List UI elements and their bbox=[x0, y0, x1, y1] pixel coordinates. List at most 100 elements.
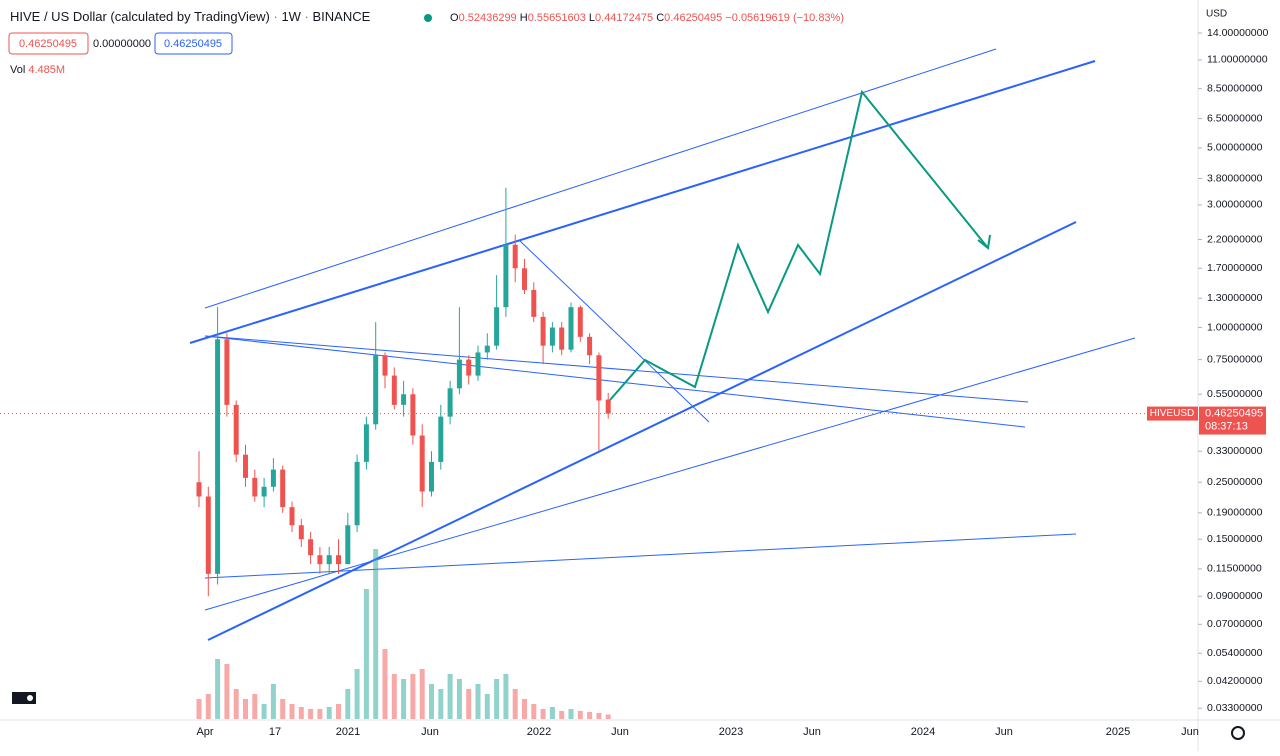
price-tick-label: 0.05400000 bbox=[1207, 647, 1263, 659]
volume-bar bbox=[466, 689, 472, 719]
volume-bar bbox=[605, 714, 611, 719]
candle-body bbox=[196, 482, 202, 497]
time-label: Apr bbox=[196, 726, 213, 738]
ohlc: O0.52436299 H0.55651603 L0.44172475 C0.4… bbox=[450, 12, 844, 24]
volume-bar bbox=[596, 713, 602, 719]
ohlc-key: C bbox=[656, 12, 664, 24]
candle-body bbox=[252, 477, 258, 497]
trend-line bbox=[189, 60, 1096, 344]
candle-body bbox=[215, 339, 221, 574]
sell-box[interactable] bbox=[8, 32, 89, 55]
buy-price[interactable]: 0.46250495 bbox=[164, 38, 222, 50]
trend-line bbox=[204, 48, 997, 309]
volume-bar bbox=[549, 707, 555, 719]
candle-body bbox=[373, 355, 379, 425]
candle-body bbox=[205, 496, 211, 574]
sell-price[interactable]: 0.46250495 bbox=[19, 38, 77, 50]
volume-bar bbox=[336, 704, 341, 719]
volume-bar bbox=[298, 707, 304, 719]
tradingview-logo[interactable] bbox=[12, 692, 36, 704]
volume-bar bbox=[205, 694, 211, 719]
volume-bar bbox=[503, 674, 509, 719]
volume-bar bbox=[447, 674, 453, 719]
volume-bar bbox=[419, 669, 425, 719]
volume-bar bbox=[494, 679, 500, 719]
candle-body bbox=[345, 525, 351, 565]
time-label: 2022 bbox=[527, 726, 551, 738]
buy-box[interactable] bbox=[154, 32, 233, 55]
time-label: 2021 bbox=[336, 726, 360, 738]
candle-body bbox=[559, 327, 565, 350]
candle-body bbox=[484, 345, 490, 353]
price-tick-label: 0.75000000 bbox=[1207, 353, 1263, 365]
currency[interactable]: USD bbox=[1206, 9, 1227, 20]
trend-line bbox=[204, 335, 1026, 428]
price-tick-label: 0.09000000 bbox=[1207, 590, 1263, 602]
candle-body bbox=[354, 461, 360, 526]
trend-line bbox=[204, 533, 1077, 579]
projection-path bbox=[609, 89, 989, 401]
trend-line bbox=[204, 337, 1136, 611]
exchange: BINANCE bbox=[313, 9, 371, 24]
symbol-tag bbox=[1147, 406, 1198, 421]
volume-bar bbox=[587, 712, 593, 719]
candle-body bbox=[512, 244, 518, 269]
price-scale: 14.00000000 11.00000000 8.50000000 6.500000… bbox=[1198, 27, 1268, 714]
candle-body bbox=[456, 359, 462, 389]
last-price-tag bbox=[1199, 406, 1266, 435]
candle-body bbox=[224, 339, 230, 405]
trend-line bbox=[204, 335, 1029, 403]
time-label: Jun bbox=[995, 726, 1013, 738]
volume-bar bbox=[373, 549, 379, 719]
candle-body bbox=[475, 352, 481, 376]
last-price-label: 0.46250495 bbox=[1205, 407, 1263, 419]
volume-bar bbox=[401, 679, 407, 719]
volume-bar bbox=[196, 699, 202, 719]
price-tick-label: 5.00000000 bbox=[1207, 142, 1263, 154]
volume-label: Vol bbox=[10, 64, 25, 76]
candle-body bbox=[596, 355, 602, 401]
ohlc-value: 0.46250495 bbox=[664, 12, 722, 24]
time-label: Jun bbox=[421, 726, 439, 738]
volume-bar bbox=[308, 709, 314, 719]
change: −0.05619619 (−10.83%) bbox=[725, 12, 844, 24]
volume-bar bbox=[577, 711, 583, 719]
interval[interactable]: 1W bbox=[281, 9, 301, 24]
volume-bar bbox=[354, 669, 360, 719]
time-label: 2025 bbox=[1106, 726, 1130, 738]
candle-body bbox=[549, 327, 555, 346]
bar-countdown: 08:37:13 bbox=[1205, 420, 1248, 432]
volume-bar bbox=[270, 684, 276, 719]
volume-bar bbox=[252, 694, 258, 719]
ohlc-value: 0.44172475 bbox=[595, 12, 653, 24]
price-tick-label: 3.00000000 bbox=[1207, 199, 1263, 211]
price-tick-label: 0.03300000 bbox=[1207, 702, 1263, 714]
volume-bar bbox=[438, 689, 444, 719]
ohlc-value: 0.55651603 bbox=[528, 12, 586, 24]
volume-pane bbox=[196, 549, 611, 719]
price-tick-label: 6.50000000 bbox=[1207, 112, 1263, 124]
time-label: Jun bbox=[803, 726, 821, 738]
settings-button[interactable] bbox=[1231, 726, 1245, 740]
drawings bbox=[189, 48, 1136, 641]
volume-bar bbox=[261, 704, 267, 719]
candle-body bbox=[326, 555, 332, 565]
time-axis: Apr 17 2021 Jun 2022 Jun 2023 Jun 2024 Jun 2025 Jun bbox=[196, 726, 1198, 738]
price-tick-label: 0.19000000 bbox=[1207, 507, 1263, 519]
market-status bbox=[424, 14, 432, 22]
candle-body bbox=[336, 555, 341, 565]
time-label: Jun bbox=[1181, 726, 1199, 738]
candle-body bbox=[289, 507, 295, 526]
ohlc-key: O bbox=[450, 12, 459, 24]
candle-body bbox=[587, 336, 593, 356]
spread: 0.00000000 bbox=[93, 38, 151, 50]
time-label: 2023 bbox=[719, 726, 743, 738]
candles bbox=[196, 187, 611, 597]
candle-body bbox=[401, 394, 407, 405]
volume-value: 4.485M bbox=[28, 64, 65, 76]
candle-body bbox=[419, 435, 425, 492]
price-tick-label: 1.00000000 bbox=[1207, 321, 1263, 333]
candle-body bbox=[233, 404, 239, 455]
candle-body bbox=[243, 454, 248, 478]
